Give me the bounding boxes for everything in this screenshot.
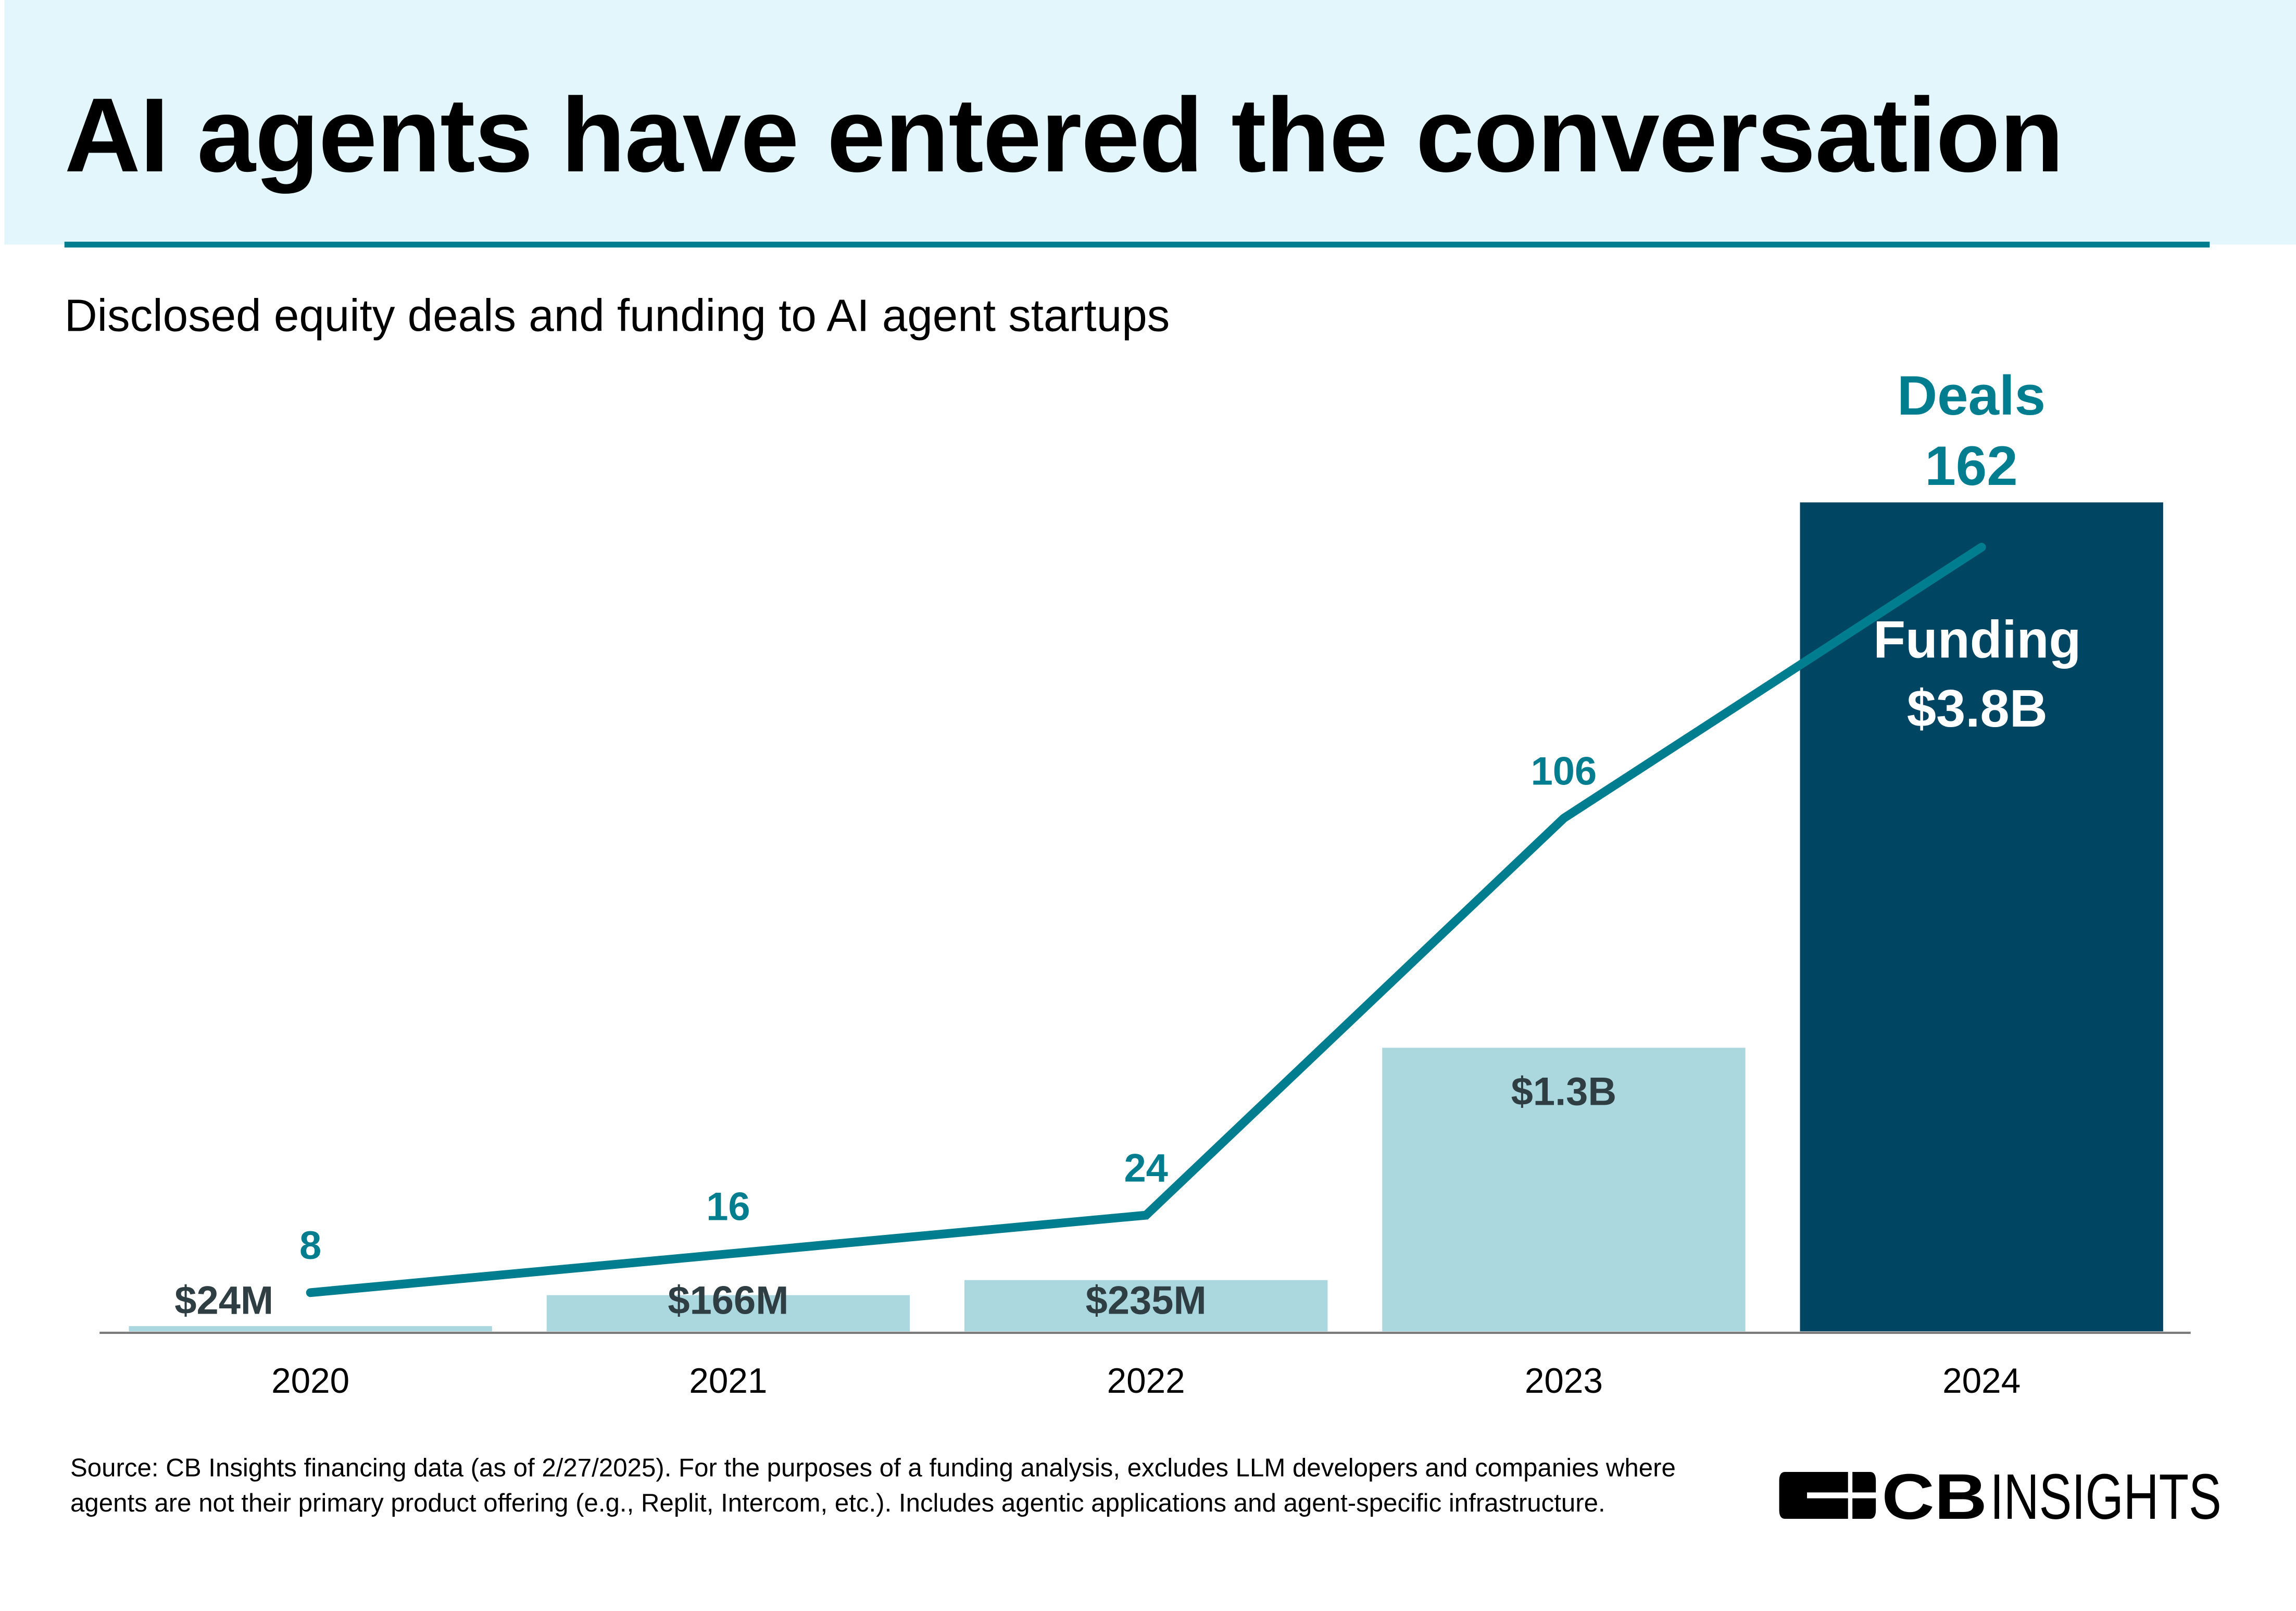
x-tick-label: 2023 <box>1525 1362 1603 1401</box>
header-band <box>4 0 2296 245</box>
funding-bar-2024 <box>1800 502 2163 1332</box>
svg-text:INSIGHTS: INSIGHTS <box>1990 1469 2222 1521</box>
funding-label: $3.8B <box>1907 679 2048 738</box>
x-tick-label: 2024 <box>1942 1362 2021 1401</box>
chart-subtitle: Disclosed equity deals and funding to AI… <box>64 290 1170 342</box>
cb-insights-logo: CB INSIGHTS <box>1779 1469 2222 1522</box>
funding-label: $1.3B <box>1511 1069 1617 1114</box>
funding-label: $235M <box>1086 1278 1207 1322</box>
funding-bar-2023 <box>1382 1047 1746 1332</box>
x-tick-label: 2020 <box>271 1362 349 1401</box>
title-divider <box>64 241 2210 248</box>
funding-bar-2020 <box>129 1326 492 1332</box>
x-tick-label: 2022 <box>1107 1362 1185 1401</box>
deals-line <box>306 543 1986 1297</box>
funding-title: Funding <box>1873 610 2081 669</box>
deals-label: 8 <box>299 1223 321 1268</box>
source-note: Source: CB Insights financing data (as o… <box>70 1453 1676 1518</box>
funding-label: $166M <box>668 1278 788 1322</box>
x-tick-label: 2021 <box>689 1362 767 1401</box>
deals-label: 16 <box>706 1185 750 1229</box>
funding-bar-2021 <box>546 1295 910 1332</box>
funding-bar-2022 <box>964 1280 1328 1332</box>
svg-text:CB: CB <box>1881 1469 1987 1521</box>
deals-title: Deals <box>1897 364 2046 427</box>
funding-label: $24M <box>174 1278 273 1322</box>
deals-label: 106 <box>1531 749 1597 793</box>
deals-label: 162 <box>1925 434 2017 497</box>
deals-label: 24 <box>1124 1146 1168 1190</box>
page-title: AI agents have entered the conversation <box>64 78 2064 195</box>
